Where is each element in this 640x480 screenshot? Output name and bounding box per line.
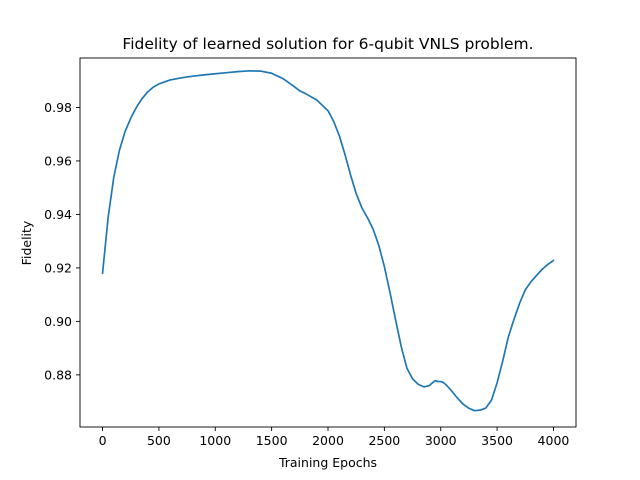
y-axis: 0.88 0.90 0.92 0.94 0.96 0.98 <box>44 100 80 382</box>
y-axis-label: Fidelity <box>19 220 34 265</box>
x-axis-label: Training Epochs <box>278 455 377 470</box>
x-tick-label: 1000 <box>199 433 231 448</box>
series-line <box>101 69 555 412</box>
y-tick-label: 0.98 <box>44 100 72 115</box>
x-tick-label: 2000 <box>312 433 344 448</box>
y-tick-label: 0.92 <box>44 260 72 275</box>
y-tick-label: 0.94 <box>44 207 72 222</box>
x-tick-label: 3000 <box>425 433 457 448</box>
x-tick-label: 4000 <box>538 433 570 448</box>
y-tick-label: 0.96 <box>44 153 72 168</box>
y-tick-label: 0.88 <box>44 367 72 382</box>
chart-title: Fidelity of learned solution for 6-qubit… <box>122 35 533 53</box>
x-tick-label: 2500 <box>368 433 400 448</box>
x-axis: 0 500 1000 1500 2000 2500 3000 3500 4000 <box>99 427 570 448</box>
x-tick-label: 500 <box>147 433 171 448</box>
x-tick-label: 3500 <box>481 433 513 448</box>
series-layer <box>101 69 555 412</box>
x-tick-label: 0 <box>99 433 107 448</box>
y-tick-label: 0.90 <box>44 314 72 329</box>
x-tick-label: 1500 <box>256 433 288 448</box>
